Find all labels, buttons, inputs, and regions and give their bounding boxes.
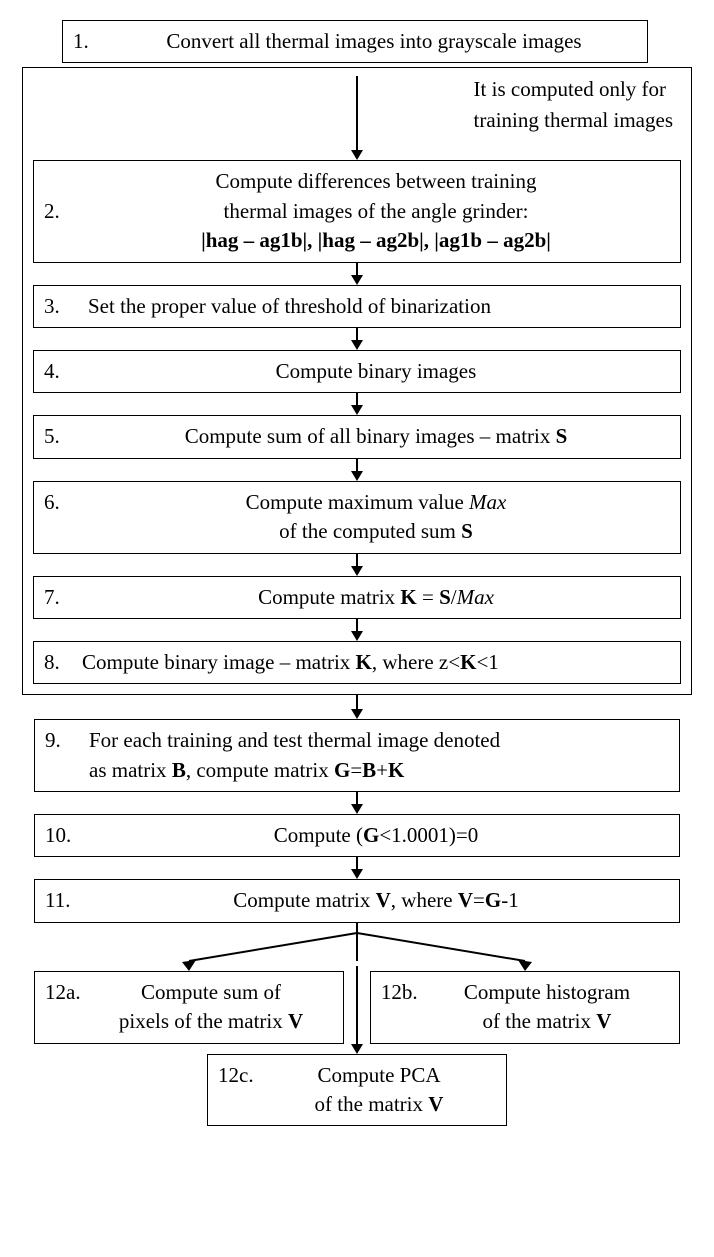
step-10-text: Compute (G<1.0001)=0	[83, 821, 669, 850]
step-11-text: Compute matrix V, where V=G-1	[83, 886, 669, 915]
step-10: 10. Compute (G<1.0001)=0	[34, 814, 680, 857]
step-12c-text: Compute PCA of the matrix V	[262, 1061, 496, 1120]
step-2-text: Compute differences between training the…	[82, 167, 670, 255]
step-12c-num: 12c.	[218, 1061, 262, 1090]
step-3-num: 3.	[44, 292, 82, 321]
step-9: 9. For each training and test thermal im…	[34, 719, 680, 792]
step-8: 8. Compute binary image – matrix K, wher…	[33, 641, 681, 684]
step-1-num: 1.	[73, 27, 111, 56]
arrow-5-6	[350, 459, 364, 481]
step-12b-text: Compute histogram of the matrix V	[425, 978, 669, 1037]
arrow-7-8	[350, 619, 364, 641]
step-4-text: Compute binary images	[82, 357, 670, 386]
step-6-l1: Compute maximum value Max	[246, 490, 507, 514]
step-8-text: Compute binary image – matrix K, where z…	[82, 648, 670, 677]
arrow-6-7	[350, 554, 364, 576]
annot-line2: training thermal images	[474, 105, 673, 135]
step-12a-l2: pixels of the matrix V	[119, 1009, 303, 1033]
step-7-text: Compute matrix K = S/Max	[82, 583, 670, 612]
step-12c-l2: of the matrix V	[315, 1092, 444, 1116]
flowchart: 1. Convert all thermal images into grays…	[22, 20, 692, 1126]
step-5-num: 5.	[44, 422, 82, 451]
arrow-8-9	[350, 695, 364, 719]
step-6-l2: of the computed sum S	[279, 519, 473, 543]
step-12a-l1: Compute sum of	[141, 980, 281, 1004]
arrow-4-5	[350, 393, 364, 415]
step-12a-num: 12a.	[45, 978, 89, 1007]
arrow-11-12c-b	[350, 986, 364, 1054]
step-12b: 12b. Compute histogram of the matrix V	[370, 971, 680, 1044]
branch-11-12	[34, 923, 680, 971]
step-12a-text: Compute sum of pixels of the matrix V	[89, 978, 333, 1037]
step-7: 7. Compute matrix K = S/Max	[33, 576, 681, 619]
step-9-l2: as matrix B, compute matrix G=B+K	[89, 758, 404, 782]
training-group: It is computed only for training thermal…	[22, 67, 692, 695]
group-annotation: It is computed only for training thermal…	[474, 74, 673, 135]
step-6: 6. Compute maximum value Max of the comp…	[33, 481, 681, 554]
annot-line1: It is computed only for	[474, 74, 673, 104]
step-2: 2. Compute differences between training …	[33, 160, 681, 262]
step-2-l1: Compute differences between training	[216, 169, 537, 193]
step-9-num: 9.	[45, 726, 83, 755]
step-7-num: 7.	[44, 583, 82, 612]
step-12b-l1: Compute histogram	[464, 980, 630, 1004]
step-9-text: For each training and test thermal image…	[83, 726, 669, 785]
step-3-text: Set the proper value of threshold of bin…	[82, 292, 670, 321]
arrow-1-2	[350, 76, 364, 160]
step-3: 3. Set the proper value of threshold of …	[33, 285, 681, 328]
step-4: 4. Compute binary images	[33, 350, 681, 393]
arrow-2-3	[350, 263, 364, 285]
step-5-text: Compute sum of all binary images – matri…	[82, 422, 670, 451]
step-11-num: 11.	[45, 886, 83, 915]
step-12b-l2: of the matrix V	[483, 1009, 612, 1033]
step-11: 11. Compute matrix V, where V=G-1	[34, 879, 680, 922]
step-12a: 12a. Compute sum of pixels of the matrix…	[34, 971, 344, 1044]
step-10-num: 10.	[45, 821, 83, 850]
step-2-num: 2.	[44, 197, 82, 226]
step-9-l1: For each training and test thermal image…	[89, 728, 500, 752]
step-2-l3: |hag – ag1b|, |hag – ag2b|, |ag1b – ag2b…	[201, 228, 551, 252]
step-12c: 12c. Compute PCA of the matrix V	[207, 1054, 507, 1127]
step-12b-num: 12b.	[381, 978, 425, 1007]
step-4-num: 4.	[44, 357, 82, 386]
arrow-3-4	[350, 328, 364, 350]
step-1: 1. Convert all thermal images into grays…	[62, 20, 648, 63]
step-5: 5. Compute sum of all binary images – ma…	[33, 415, 681, 458]
step-8-num: 8.	[44, 648, 82, 677]
step-2-l2: thermal images of the angle grinder:	[224, 199, 529, 223]
step-6-text: Compute maximum value Max of the compute…	[82, 488, 670, 547]
step-1-text: Convert all thermal images into grayscal…	[111, 27, 637, 56]
arrow-9-10	[350, 792, 364, 814]
step-6-num: 6.	[44, 488, 82, 517]
arrow-10-11	[350, 857, 364, 879]
step-12c-l1: Compute PCA	[317, 1063, 440, 1087]
